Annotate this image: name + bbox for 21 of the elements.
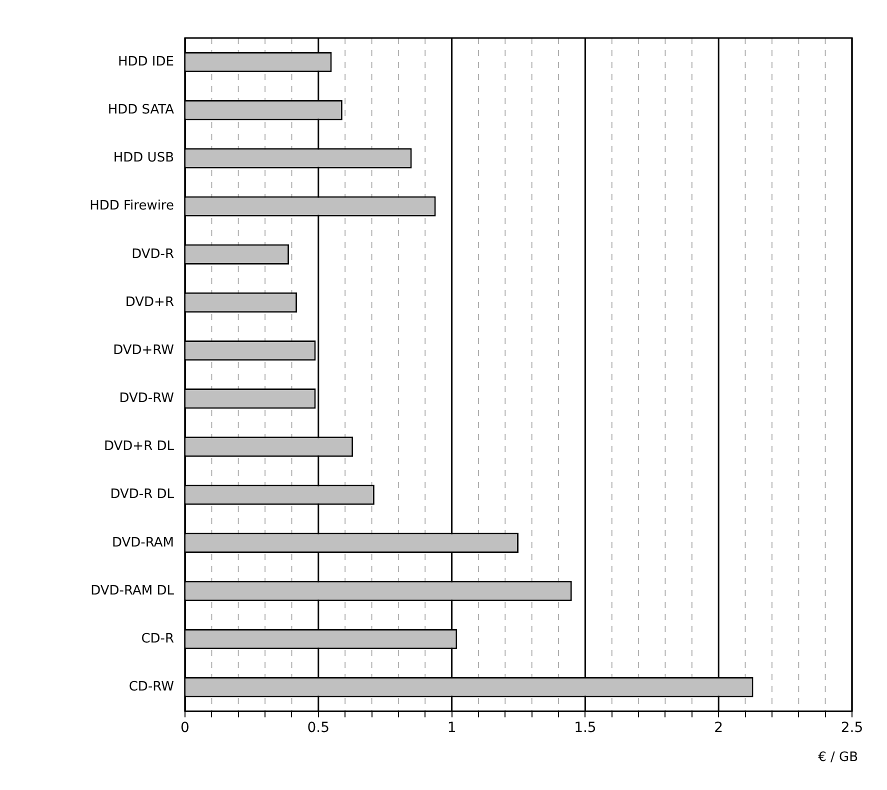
y-tick-label: HDD SATA	[108, 102, 174, 118]
y-tick-label: HDD Firewire	[90, 198, 174, 214]
y-tick-label: HDD USB	[113, 150, 174, 166]
x-tick-label: 2.5	[840, 720, 864, 736]
x-tick-label: 1	[447, 720, 456, 736]
y-tick-label: DVD+R DL	[104, 439, 175, 454]
y-tick-label: HDD IDE	[118, 54, 174, 70]
x-tick-label: 0	[180, 720, 190, 736]
y-tick-label: DVD-R	[132, 246, 174, 262]
y-tick-label: DVD+RW	[113, 342, 174, 358]
y-tick-label: CD-RW	[128, 680, 174, 695]
x-axis-title: € / GB	[818, 750, 858, 766]
y-tick-label: DVD-RAM DL	[90, 583, 175, 598]
x-tick-label: 0.5	[307, 720, 330, 736]
y-tick-label: DVD-RW	[119, 391, 174, 406]
x-tick-label: 1.5	[574, 720, 596, 736]
y-tick-label: DVD+R	[125, 294, 174, 310]
y-tick-label: DVD-RAM	[112, 535, 174, 550]
x-tick-label: 2	[714, 720, 724, 736]
y-tick-label: DVD-R DL	[110, 487, 175, 502]
y-tick-label: CD-R	[141, 631, 174, 646]
